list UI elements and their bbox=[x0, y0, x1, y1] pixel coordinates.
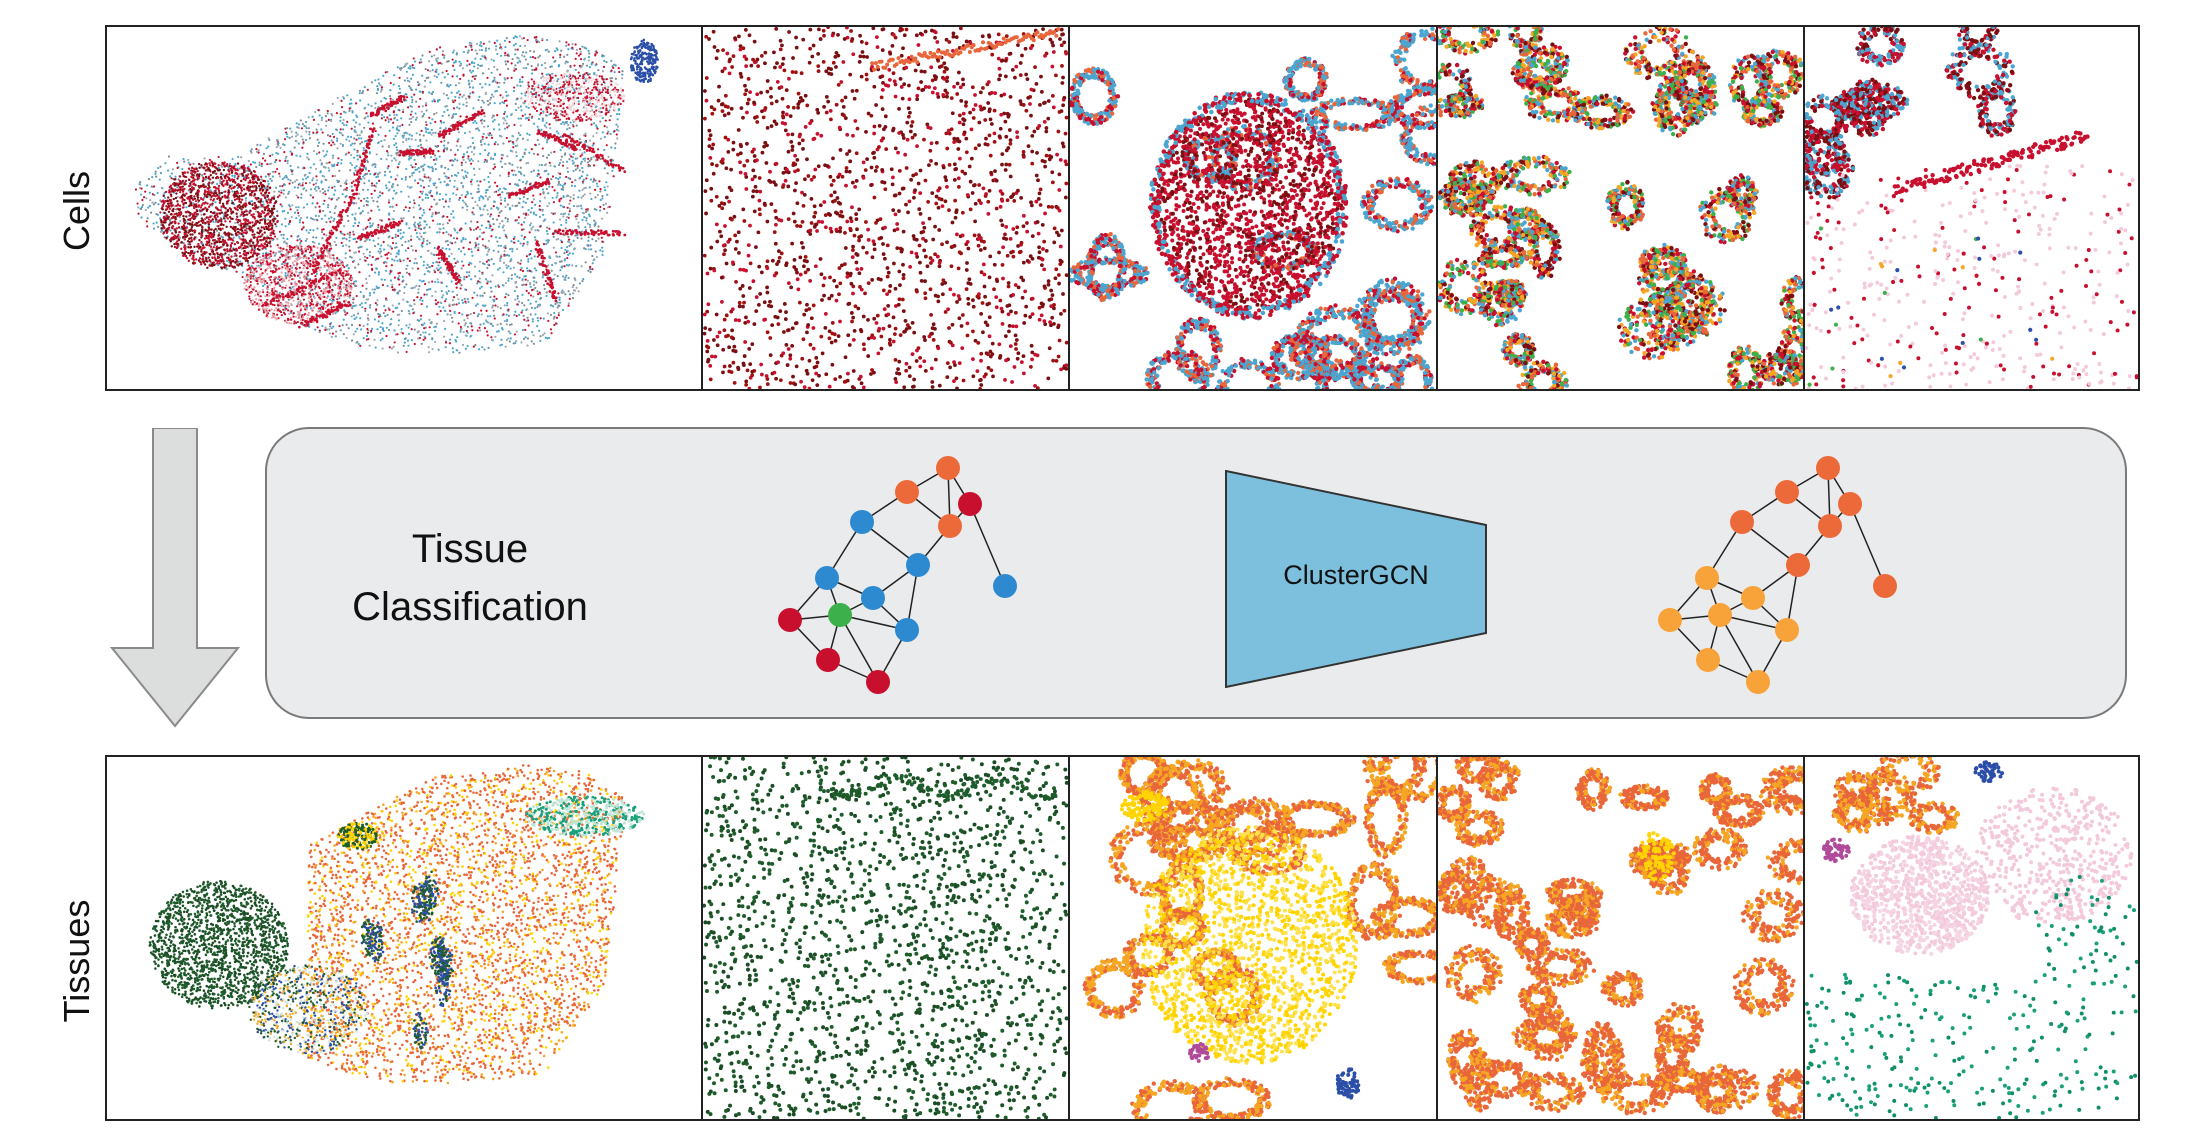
output-graph-node bbox=[1695, 566, 1719, 590]
tissues-zoom-plot-1 bbox=[703, 757, 1068, 1119]
input-graph-node bbox=[936, 456, 960, 480]
output-graph-node bbox=[1838, 492, 1862, 516]
output-graph-edge bbox=[1719, 614, 1759, 683]
tissues-zoom-panel-4 bbox=[1803, 757, 2138, 1119]
output-graph-node bbox=[1658, 608, 1682, 632]
input-graph-edge bbox=[969, 503, 1006, 587]
input-graph-node bbox=[778, 608, 802, 632]
input-graph-node bbox=[816, 648, 840, 672]
cells-zoom-plot-3 bbox=[1438, 27, 1803, 389]
output-tissue-graph bbox=[1658, 456, 1897, 694]
output-graph-node bbox=[1775, 480, 1799, 504]
input-graph-edge bbox=[839, 614, 879, 683]
tissues-panel-strip bbox=[105, 755, 2140, 1121]
cells-zoom-plot-2 bbox=[1070, 27, 1436, 389]
tissues-zoom-panel-3 bbox=[1436, 757, 1803, 1119]
output-graph-edge bbox=[1849, 503, 1886, 587]
input-graph-node bbox=[815, 566, 839, 590]
cells-panel-strip bbox=[105, 25, 2140, 391]
title-line-2: Classification bbox=[300, 578, 640, 636]
tissues-zoom-plot-2 bbox=[1082, 757, 1436, 1119]
tissues-zoom-panel-2 bbox=[1068, 757, 1436, 1119]
output-graph-node bbox=[1816, 456, 1840, 480]
tissues-zoom-plot-4 bbox=[1805, 757, 2138, 1119]
input-graph-node bbox=[895, 618, 919, 642]
cells-whole-section-plot bbox=[134, 35, 659, 354]
output-graph-node bbox=[1786, 553, 1810, 577]
input-graph-node bbox=[866, 670, 890, 694]
input-graph-node bbox=[895, 480, 919, 504]
input-graph-node bbox=[993, 574, 1017, 598]
input-graph-node bbox=[938, 514, 962, 538]
input-graph-node bbox=[958, 492, 982, 516]
tissues-zoom-panel-1 bbox=[701, 757, 1068, 1119]
clustergcn-model-shape bbox=[1225, 470, 1487, 688]
cells-row-label: Cells bbox=[56, 111, 98, 311]
output-graph-node bbox=[1818, 514, 1842, 538]
output-graph-node bbox=[1696, 648, 1720, 672]
cells-whole-section-panel bbox=[107, 27, 701, 389]
input-graph-node bbox=[861, 586, 885, 610]
output-graph-node bbox=[1708, 603, 1732, 627]
cells-zoom-panel-3 bbox=[1436, 27, 1803, 389]
tissues-zoom-plot-3 bbox=[1438, 757, 1803, 1119]
title-line-1: Tissue bbox=[300, 520, 640, 578]
down-arrow-icon bbox=[110, 428, 240, 728]
cells-zoom-panel-1 bbox=[701, 27, 1068, 389]
output-graph-node bbox=[1775, 618, 1799, 642]
tissues-whole-section-plot bbox=[148, 764, 646, 1085]
output-graph-node bbox=[1746, 670, 1770, 694]
output-graph-node bbox=[1873, 574, 1897, 598]
input-graph-node bbox=[850, 510, 874, 534]
output-graph-node bbox=[1741, 586, 1765, 610]
cells-section-shape bbox=[134, 35, 659, 354]
method-panel bbox=[265, 427, 2127, 719]
input-graph-node bbox=[906, 553, 930, 577]
tissue-classification-title: Tissue Classification bbox=[300, 520, 640, 636]
input-graph-node bbox=[828, 603, 852, 627]
tissues-whole-section-panel bbox=[107, 757, 701, 1119]
tissues-row-label: Tissues bbox=[56, 861, 98, 1061]
cells-zoom-plot-1 bbox=[703, 27, 1068, 389]
cells-zoom-plot-4 bbox=[1805, 27, 2138, 389]
output-graph-node bbox=[1730, 510, 1754, 534]
cells-zoom-panel-4 bbox=[1803, 27, 2138, 389]
clustergcn-label: ClusterGCN bbox=[1225, 560, 1487, 591]
input-cell-graph bbox=[778, 456, 1017, 694]
cells-zoom-panel-2 bbox=[1068, 27, 1436, 389]
